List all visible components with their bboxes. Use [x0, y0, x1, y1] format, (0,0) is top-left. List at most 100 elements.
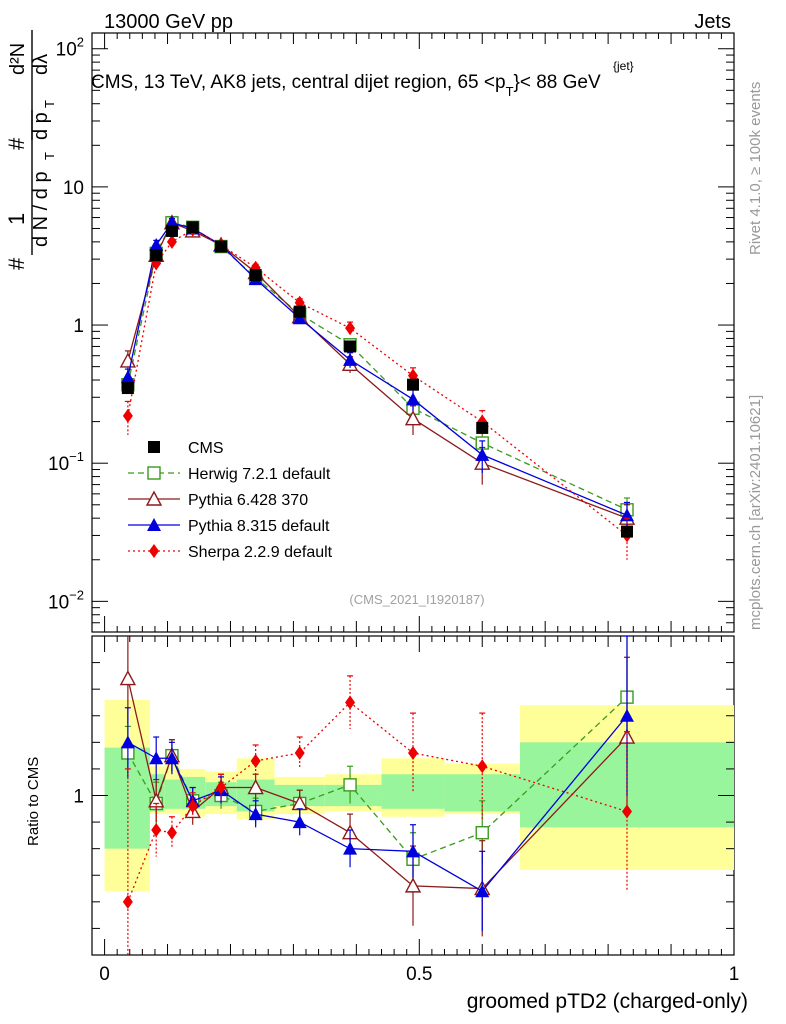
- ratio-point: [250, 753, 261, 768]
- ratio-point: [292, 815, 307, 829]
- svg-text:d N / d p: d N / d p: [30, 171, 52, 247]
- ratio-point: [248, 807, 263, 821]
- y-tick-exponent: −1: [69, 449, 84, 464]
- ratio-point: [216, 780, 227, 795]
- ratio-point: [477, 759, 488, 774]
- main-y-tick-label: 10: [63, 178, 84, 199]
- ratio-point: [166, 825, 177, 840]
- plot-title-sub: T: [506, 84, 514, 99]
- x-tick-label: 1: [729, 964, 740, 985]
- plot-title-main: CMS, 13 TeV, AK8 jets, central dijet reg…: [91, 72, 506, 93]
- x-axis-label: groomed pTD2 (charged-only): [467, 990, 748, 1013]
- legend-label: Herwig 7.2.1 default: [188, 466, 331, 483]
- legend-marker: [145, 490, 163, 506]
- main-point: [149, 237, 164, 251]
- cms-data-point: [293, 305, 306, 318]
- svg-text:d²N: d²N: [7, 43, 29, 75]
- legend-label: Sherpa 2.2.9 default: [188, 544, 333, 561]
- x-tick-label: 0: [99, 964, 110, 985]
- ratio-band-inner: [104, 747, 150, 849]
- y-tick-base: 10: [48, 592, 69, 613]
- category-label: Jets: [694, 11, 731, 33]
- cms-data-point: [186, 221, 199, 234]
- main-plot-frame: [91, 32, 735, 633]
- legend-label: Pythia 8.315 default: [188, 518, 330, 535]
- svg-text:T: T: [42, 152, 57, 160]
- y-tick-base: 10: [63, 178, 84, 199]
- ratio-y-tick-label: 1: [73, 787, 84, 808]
- y-tick-exponent: −2: [69, 587, 84, 602]
- x-tick-label: 0.5: [406, 964, 432, 985]
- legend: CMS Herwig 7.2.1 default Pythia 6.428 370 P…: [128, 440, 333, 561]
- main-series: [120, 215, 634, 532]
- ratio-point: [120, 735, 135, 749]
- legend-marker: [147, 518, 161, 531]
- ratio-point: [404, 877, 422, 893]
- legend-marker: [147, 466, 161, 480]
- y-tick-base: 1: [73, 316, 84, 337]
- ratio-point: [408, 745, 418, 760]
- plot-title-tail: }< 88 GeV: [514, 72, 601, 93]
- main-y-tick-label: 102: [56, 35, 84, 61]
- main-series: [119, 214, 636, 536]
- main-y-tick-label: 1: [73, 316, 84, 337]
- main-y-tick-label: 10−1: [48, 449, 84, 475]
- cms-data-point: [344, 340, 357, 353]
- cms-data-point: [150, 249, 163, 262]
- ratio-point: [294, 745, 305, 760]
- main-point: [406, 392, 420, 406]
- cms-data-point: [215, 240, 228, 253]
- svg-text:1: 1: [4, 213, 29, 225]
- legend-label: Pythia 6.428 370: [188, 492, 308, 509]
- main-point: [620, 508, 634, 522]
- cms-data-point: [621, 525, 633, 538]
- legend-label: CMS: [188, 440, 224, 457]
- ratio-y-label: Ratio to CMS: [25, 757, 42, 846]
- plot-title-sup: {jet}: [613, 59, 634, 73]
- legend-marker: [148, 441, 160, 453]
- ratio-point: [475, 884, 490, 898]
- rivet-version-label: Rivet 4.1.0, ≥ 100k events: [747, 82, 764, 255]
- ratio-point: [151, 823, 162, 838]
- ratio-point: [149, 751, 164, 765]
- ratio-point: [122, 894, 133, 909]
- analysis-id: (CMS_2021_I1920187): [349, 592, 484, 607]
- ratio-point: [406, 844, 420, 858]
- cms-data-point: [249, 269, 262, 282]
- main-series: [122, 222, 632, 560]
- mcplots-label: mcplots.cern.ch [arXiv:2401.10621]: [747, 395, 764, 630]
- ratio-point: [620, 708, 634, 722]
- ratio-point: [475, 826, 489, 840]
- ratio-band-inner: [324, 784, 382, 807]
- y-axis-title: # 1 d N / d p T # d²N d p T dλ: [4, 30, 57, 270]
- y-tick-base: 10: [56, 40, 77, 61]
- main-point: [343, 352, 358, 366]
- ratio-point: [247, 779, 264, 795]
- ratio-point: [164, 751, 179, 765]
- svg-text:T: T: [42, 100, 57, 108]
- cms-data-point: [476, 421, 489, 434]
- main-series-layer: [119, 214, 636, 560]
- main-y-tick-label: 10−2: [48, 587, 84, 613]
- ratio-point: [343, 778, 357, 792]
- energy-label: 13000 GeV pp: [104, 11, 233, 33]
- ratio-series: [122, 675, 632, 955]
- ratio-point: [187, 799, 198, 814]
- y-tick-exponent: 2: [77, 35, 84, 50]
- ratio-point: [345, 695, 356, 710]
- cms-data-point: [165, 224, 178, 237]
- main-point: [166, 234, 177, 249]
- svg-text:d p: d p: [30, 112, 52, 140]
- main-point: [122, 408, 133, 423]
- ratio-series-layer: [119, 636, 636, 955]
- ratio-point: [343, 841, 358, 855]
- legend-marker: [149, 544, 159, 558]
- plot-title: CMS, 13 TeV, AK8 jets, central dijet reg…: [91, 72, 601, 99]
- ratio-point: [622, 804, 632, 819]
- y-tick-base: 10: [48, 454, 69, 475]
- main-point: [404, 410, 422, 426]
- cms-data-point: [407, 378, 419, 391]
- main-point: [345, 321, 356, 336]
- svg-text:#: #: [4, 137, 29, 150]
